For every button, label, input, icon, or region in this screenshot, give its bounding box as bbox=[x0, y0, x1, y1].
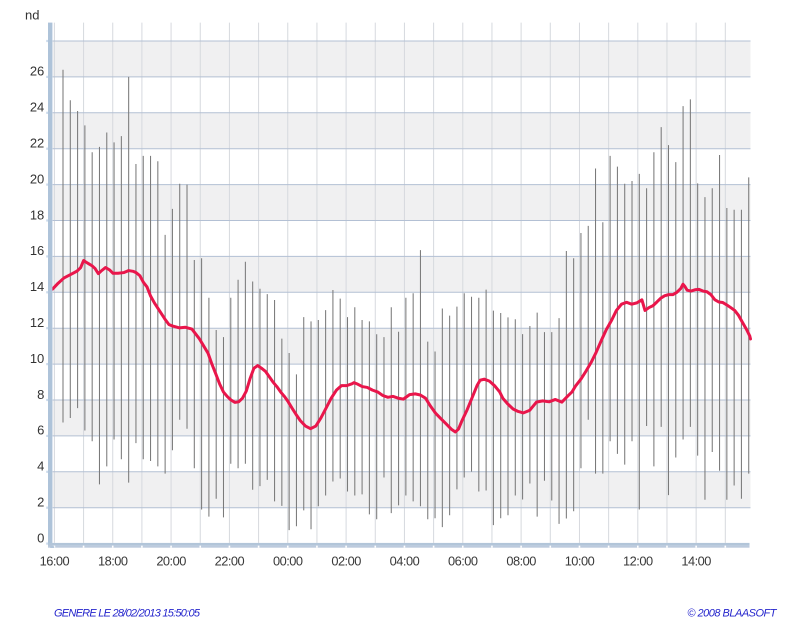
svg-text:00:00: 00:00 bbox=[273, 554, 303, 569]
svg-text:24: 24 bbox=[30, 100, 44, 115]
svg-text:nd: nd bbox=[25, 8, 39, 23]
svg-text:© 2008 BLAASOFT: © 2008 BLAASOFT bbox=[687, 608, 777, 620]
svg-text:12: 12 bbox=[30, 315, 44, 330]
svg-text:14: 14 bbox=[30, 279, 44, 294]
svg-text:GENERE LE 28/02/2013 15:50:05: GENERE LE 28/02/2013 15:50:05 bbox=[54, 608, 201, 620]
svg-text:16:00: 16:00 bbox=[40, 554, 70, 569]
svg-text:8: 8 bbox=[37, 387, 44, 402]
svg-text:20:00: 20:00 bbox=[156, 554, 186, 569]
svg-text:20: 20 bbox=[30, 171, 44, 186]
svg-text:4: 4 bbox=[37, 459, 44, 474]
svg-text:22:00: 22:00 bbox=[215, 554, 245, 569]
svg-text:18: 18 bbox=[30, 207, 44, 222]
svg-text:0: 0 bbox=[37, 530, 44, 545]
svg-text:02:00: 02:00 bbox=[331, 554, 361, 569]
svg-text:14:00: 14:00 bbox=[681, 554, 711, 569]
svg-text:08:00: 08:00 bbox=[506, 554, 536, 569]
svg-text:26: 26 bbox=[30, 64, 44, 79]
svg-text:10: 10 bbox=[30, 351, 44, 366]
svg-text:6: 6 bbox=[37, 423, 44, 438]
svg-text:16: 16 bbox=[30, 243, 44, 258]
svg-text:04:00: 04:00 bbox=[390, 554, 420, 569]
svg-text:10:00: 10:00 bbox=[565, 554, 595, 569]
svg-text:22: 22 bbox=[30, 136, 44, 151]
svg-text:18:00: 18:00 bbox=[98, 554, 128, 569]
svg-text:2: 2 bbox=[37, 495, 44, 510]
svg-text:06:00: 06:00 bbox=[448, 554, 478, 569]
svg-text:12:00: 12:00 bbox=[623, 554, 653, 569]
